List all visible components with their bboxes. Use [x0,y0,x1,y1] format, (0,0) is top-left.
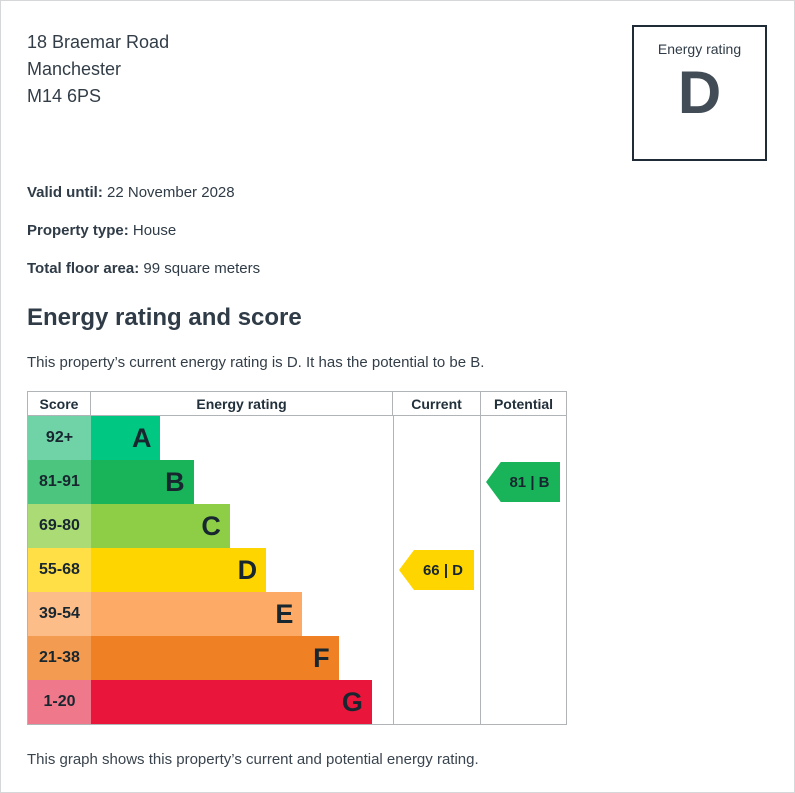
current-rating-column: 66 | D [393,416,481,724]
fact-property-type-value: House [128,222,177,239]
fact-floor-area-value: 99 square meters [139,260,261,277]
epc-score-cell: 92+ [28,416,91,460]
rating-summary-text: This property’s current energy rating is… [27,354,485,371]
section-title: Energy rating and score [27,304,302,331]
fact-valid-until: Valid until: 22 November 2028 [27,184,767,201]
epc-score-cell: 81-91 [28,460,91,504]
epc-row: 69-80 C [28,504,393,548]
epc-bar-track: F [91,636,393,680]
epc-bar: G [91,680,372,724]
epc-bar: D [91,548,267,592]
energy-rating-box-letter: D [677,59,722,126]
epc-row: 21-38 F [28,636,393,680]
epc-band-rows: 92+ A 81-91 B 69-80 C [28,416,393,724]
epc-header-energy-rating: Energy rating [91,392,393,415]
epc-chart-header: Score Energy rating Current Potential [28,392,566,416]
fact-property-type-label: Property type: [27,222,129,239]
epc-chart: Score Energy rating Current Potential 92… [27,391,567,725]
epc-bar: C [91,504,230,548]
current-arrow: 66 | D [399,550,474,590]
potential-arrow-label: 81 | B [509,473,550,491]
epc-band-letter: A [131,422,152,453]
epc-score-cell: 55-68 [28,548,91,592]
energy-rating-box: Energy rating D [632,25,767,161]
epc-bar: B [91,460,194,504]
epc-band-letter: E [275,598,294,629]
current-arrow-label: 66 | D [422,561,464,579]
epc-row: 81-91 B [28,460,393,504]
property-facts: Valid until: 22 November 2028 Property t… [27,184,767,277]
epc-score-cell: 1-20 [28,680,91,724]
epc-band-letter: C [201,510,221,541]
address-line-2: Manchester [27,59,122,79]
epc-header-current: Current [393,392,481,415]
epc-bar: E [91,592,303,636]
fact-property-type: Property type: House [27,222,767,239]
epc-band-letter: F [313,642,330,673]
epc-band-letter: G [341,686,363,717]
epc-bar-track: C [91,504,393,548]
epc-score-cell: 39-54 [28,592,91,636]
fact-valid-until-value: 22 November 2028 [102,184,235,201]
epc-bar: A [91,416,161,460]
epc-bar: F [91,636,339,680]
potential-rating-column: 81 | B [481,416,566,724]
epc-header-score: Score [28,392,91,415]
fact-floor-area: Total floor area: 99 square meters [27,260,767,277]
epc-score-cell: 69-80 [28,504,91,548]
epc-row: 39-54 E [28,592,393,636]
epc-band-letter: B [165,466,185,497]
epc-bar-track: A [91,416,393,460]
address-line-3: M14 6PS [27,86,102,106]
epc-bar-track: E [91,592,393,636]
address-line-1: 18 Braemar Road [27,32,170,52]
epc-row: 1-20 G [28,680,393,724]
epc-header-potential: Potential [493,395,554,412]
epc-bar-track: G [91,680,393,724]
chart-caption: This graph shows this property’s current… [27,751,479,768]
potential-arrow: 81 | B [486,462,560,502]
epc-row: 92+ A [28,416,393,460]
epc-bar-track: B [91,460,393,504]
energy-rating-box-label: Energy rating [657,41,742,57]
epc-band-letter: D [237,554,258,585]
fact-valid-until-label: Valid until: [27,184,103,201]
property-address: 18 Braemar Road Manchester M14 6PS [27,29,767,110]
epc-chart-body: 92+ A 81-91 B 69-80 C [28,416,566,724]
epc-row: 55-68 D [28,548,393,592]
epc-score-cell: 21-38 [28,636,91,680]
fact-floor-area-label: Total floor area: [27,260,140,277]
epc-bar-track: D [91,548,393,592]
